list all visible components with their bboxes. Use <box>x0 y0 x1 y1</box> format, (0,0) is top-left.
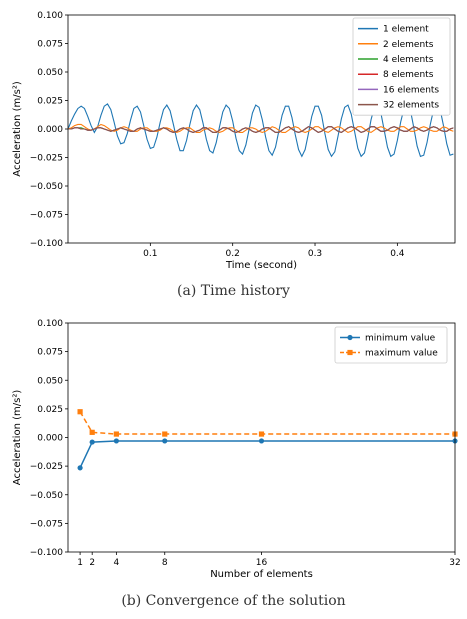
series-line-1 <box>79 411 455 435</box>
y-axis-label: Acceleration (m/s²) <box>12 390 23 486</box>
data-point <box>89 429 95 435</box>
legend-label: 8 elements <box>383 70 434 80</box>
y-tick-label: 0.000 <box>37 125 63 135</box>
x-tick-label: 0.4 <box>390 249 405 259</box>
legend-label: 2 elements <box>383 40 434 50</box>
data-point <box>258 431 265 437</box>
plot-frame <box>67 322 456 553</box>
y-tick-label: 0.050 <box>37 68 63 78</box>
series-line-1 <box>68 123 454 134</box>
series-line-5 <box>68 126 454 134</box>
x-tick-label: 1 <box>77 558 83 568</box>
y-tick-label: −0.075 <box>30 211 63 221</box>
legend-label: 4 elements <box>383 55 434 65</box>
series-line-0 <box>68 103 454 158</box>
y-tick-label: 0.100 <box>37 11 63 21</box>
legend-label: 16 elements <box>383 85 439 95</box>
y-tick-label: −0.075 <box>30 519 63 529</box>
y-tick-label: −0.050 <box>30 182 64 192</box>
data-point <box>77 465 83 471</box>
legend: 1 element 2 elements 4 elements 8 elements 1… <box>352 17 451 116</box>
x-tick-label: 4 <box>114 558 120 568</box>
caption-convergence: (b) Convergence of the solution <box>121 593 346 609</box>
y-axis-label: Acceleration (m/s²) <box>12 81 23 177</box>
y-tick-label: 0.100 <box>37 319 63 329</box>
data-point <box>258 438 265 444</box>
x-axis-label: Number of elements <box>210 569 313 580</box>
legend-label: 32 elements <box>383 101 439 111</box>
legend-marker <box>347 334 353 341</box>
x-tick-label: 0.1 <box>143 249 157 259</box>
y-tick-label: 0.050 <box>37 376 63 386</box>
x-tick-label: 2 <box>89 558 95 568</box>
y-tick-label: 0.025 <box>37 405 63 415</box>
y-tick-label: 0.075 <box>37 40 63 50</box>
legend: minimum value maximum value <box>334 326 448 364</box>
chart-convergence: −0.100 −0.075 −0.050 −0.025 0.000 0.025 0.050 0… <box>12 319 461 580</box>
y-tick-label: 0.000 <box>37 434 63 444</box>
legend-label: maximum value <box>365 349 438 359</box>
series-line-0 <box>79 440 455 469</box>
y-tick-label: −0.025 <box>30 154 63 164</box>
y-tick-label: −0.050 <box>30 491 64 501</box>
legend-box <box>334 326 448 364</box>
data-point <box>162 438 168 444</box>
y-tick-label: −0.100 <box>30 548 64 558</box>
legend-marker <box>347 349 353 356</box>
legend-label: minimum value <box>365 334 436 344</box>
y-tick-label: −0.025 <box>30 462 63 472</box>
x-tick-label: 32 <box>449 558 460 568</box>
data-point <box>77 409 83 415</box>
x-tick-label: 0.2 <box>226 249 240 259</box>
x-axis-label: Time (second) <box>225 260 297 271</box>
data-point <box>162 431 168 437</box>
x-tick-label: 0.3 <box>308 249 322 259</box>
legend-box <box>352 17 451 116</box>
y-tick-label: −0.100 <box>30 239 64 249</box>
x-tick-label: 16 <box>256 558 268 568</box>
plot-frame <box>67 14 456 244</box>
chart-time-history: −0.100 −0.075 −0.050 −0.025 0.000 0.025 0.050 0… <box>12 11 456 271</box>
x-tick-label: 8 <box>162 558 168 568</box>
caption-time-history: (a) Time history <box>177 283 290 299</box>
y-tick-label: 0.025 <box>37 97 63 107</box>
data-point <box>113 438 119 444</box>
y-tick-label: 0.075 <box>37 348 63 358</box>
data-point <box>113 431 119 437</box>
legend-label: 1 element <box>383 25 429 35</box>
data-point <box>89 439 95 445</box>
